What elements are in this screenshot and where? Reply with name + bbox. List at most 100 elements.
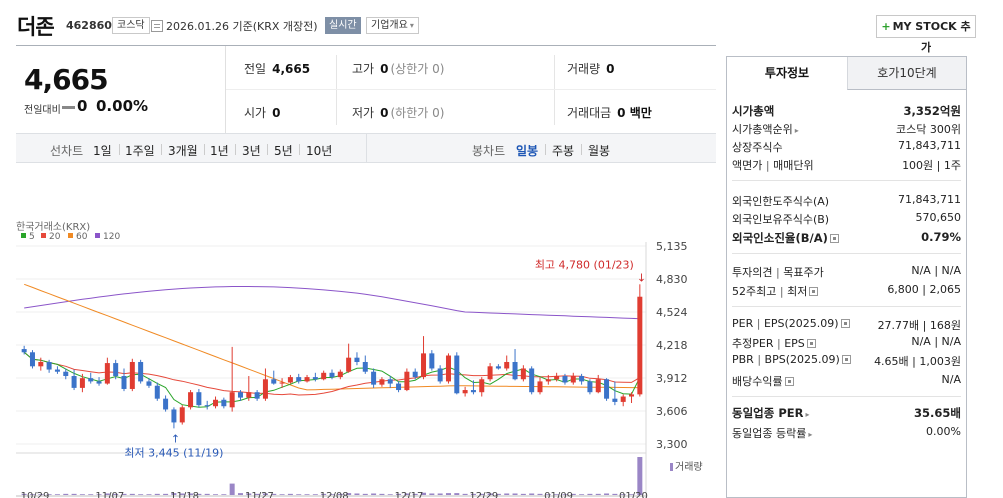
volume-bar — [329, 494, 335, 495]
period-weekly[interactable]: 주봉 — [552, 144, 575, 158]
y-tick-label: 5,135 — [656, 240, 688, 253]
stock-code: 462860 — [66, 19, 112, 32]
period-monthly[interactable]: 월봉 — [588, 144, 611, 158]
volume-bar — [254, 493, 260, 495]
volume-bar — [237, 493, 243, 495]
candle-body — [554, 376, 560, 380]
candle-body — [479, 379, 485, 393]
tab-order-book[interactable]: 호가10단계 — [847, 57, 966, 90]
separator: | — [765, 159, 770, 172]
divider — [732, 396, 961, 397]
candle-body — [287, 377, 293, 383]
period-daily[interactable]: 일봉 — [516, 144, 539, 158]
stock-name: 더존 — [17, 15, 55, 39]
dividend-label: 배당수익률 — [732, 375, 783, 388]
volume-bar — [204, 493, 210, 495]
candle-body — [38, 361, 44, 367]
chevron-right-icon[interactable]: ▸ — [805, 410, 810, 419]
volume-bar — [229, 483, 235, 495]
volume-bar — [188, 493, 194, 495]
plus-icon: + — [881, 20, 891, 33]
pbr-bps-row: PBR | BPS(2025.09) 4.65배 | 1,003원 — [732, 353, 961, 368]
candle-body — [213, 399, 219, 407]
volume-bar — [570, 493, 576, 495]
candle-body — [296, 377, 302, 382]
divider — [732, 306, 961, 307]
period-1y[interactable]: 1년 — [210, 144, 229, 158]
period-1d[interactable]: 1일 — [93, 144, 112, 158]
chevron-right-icon[interactable]: ▸ — [808, 430, 813, 439]
help-icon[interactable] — [806, 339, 816, 348]
realtime-button[interactable]: 실시간 — [325, 17, 361, 34]
industry-rate-label: 동일업종 등락률 — [732, 427, 807, 440]
candle-body — [470, 390, 476, 393]
period-3m[interactable]: 3개월 — [168, 144, 198, 158]
open-label: 시가 — [244, 106, 267, 120]
volume-label: 거래량 — [567, 62, 601, 76]
period-10y[interactable]: 10년 — [306, 144, 333, 158]
x-tick-label: 11/27 — [245, 491, 274, 498]
volume-bar — [104, 493, 110, 495]
candle-body — [371, 371, 377, 385]
volume-bar — [454, 493, 460, 495]
period-5y[interactable]: 5년 — [274, 144, 293, 158]
volume-bar — [554, 494, 560, 495]
volume-bar — [63, 493, 69, 495]
dividend-row: 배당수익률 N/A — [732, 371, 961, 389]
volume-bar — [163, 493, 169, 495]
candle-body — [362, 361, 368, 372]
candle-body — [437, 368, 443, 382]
separator — [204, 144, 205, 155]
volume-bar — [479, 493, 485, 495]
candle-body — [163, 398, 169, 410]
volume-legend-swatch — [670, 463, 673, 471]
volume-bar — [54, 494, 60, 495]
price-chart[interactable]: 5,135 4,830 4,524 4,218 3,912 3,606 3,300 한국거래소… — [16, 164, 716, 498]
week52-low-label: 최저 — [787, 285, 808, 298]
volume-bar — [362, 493, 368, 495]
volume: 거래량 0 — [567, 60, 614, 77]
add-mystock-button[interactable]: + MY STOCK 추가 — [876, 15, 976, 54]
y-tick-label: 4,830 — [656, 273, 688, 286]
volume-value: 0 — [606, 62, 615, 76]
current-price: 4,665 — [24, 63, 109, 96]
market-cap-rank-row: 시가총액순위 ▸ 코스닥 300위 — [732, 119, 961, 137]
tab-invest-info[interactable]: 투자정보 — [727, 57, 847, 90]
candle-body — [412, 371, 418, 378]
industry-rate-value: 0.00% — [926, 425, 961, 438]
period-3y[interactable]: 3년 — [242, 144, 261, 158]
candle-body — [579, 376, 585, 382]
help-icon[interactable] — [841, 355, 851, 364]
per-label: PER — [732, 317, 754, 330]
volume-bar — [129, 493, 135, 495]
industry-per-row: 동일업종 PER ▸ 35.65배 — [732, 403, 961, 421]
candle-body — [570, 376, 576, 383]
chart-svg: 5,135 4,830 4,524 4,218 3,912 3,606 3,300 한국거래소… — [16, 221, 703, 498]
help-icon[interactable] — [840, 319, 850, 328]
period-1w[interactable]: 1주일 — [125, 144, 155, 158]
volume-bar — [96, 494, 102, 495]
help-icon[interactable] — [784, 377, 794, 386]
par-unit-row: 액면가 | 매매단위 100원 | 1주 — [732, 155, 961, 173]
volume-bar — [271, 493, 277, 495]
candle-body — [620, 396, 626, 402]
candle-body — [387, 379, 393, 384]
open-value: 0 — [272, 106, 281, 120]
help-icon[interactable] — [829, 234, 839, 243]
x-tick-label: 01/09 — [544, 491, 573, 498]
candle-body — [587, 381, 593, 393]
divider — [732, 253, 961, 254]
volume-bar — [429, 493, 435, 495]
candle-body — [96, 381, 102, 384]
chevron-right-icon[interactable]: ▸ — [794, 126, 799, 135]
candle-body — [254, 392, 260, 399]
target-price-label: 목표주가 — [783, 266, 824, 279]
volume-label: 거래량 — [675, 461, 703, 473]
volume-bar — [387, 494, 393, 495]
volume-bar — [495, 493, 501, 495]
volume-bar — [595, 493, 601, 495]
company-info-dropdown[interactable]: 기업개요 ▾ — [366, 17, 419, 34]
market-cap-rank-label: 시가총액순위 — [732, 123, 793, 136]
foreign-hold-label: 외국인보유주식수(B) — [732, 213, 830, 226]
help-icon[interactable] — [809, 287, 819, 296]
